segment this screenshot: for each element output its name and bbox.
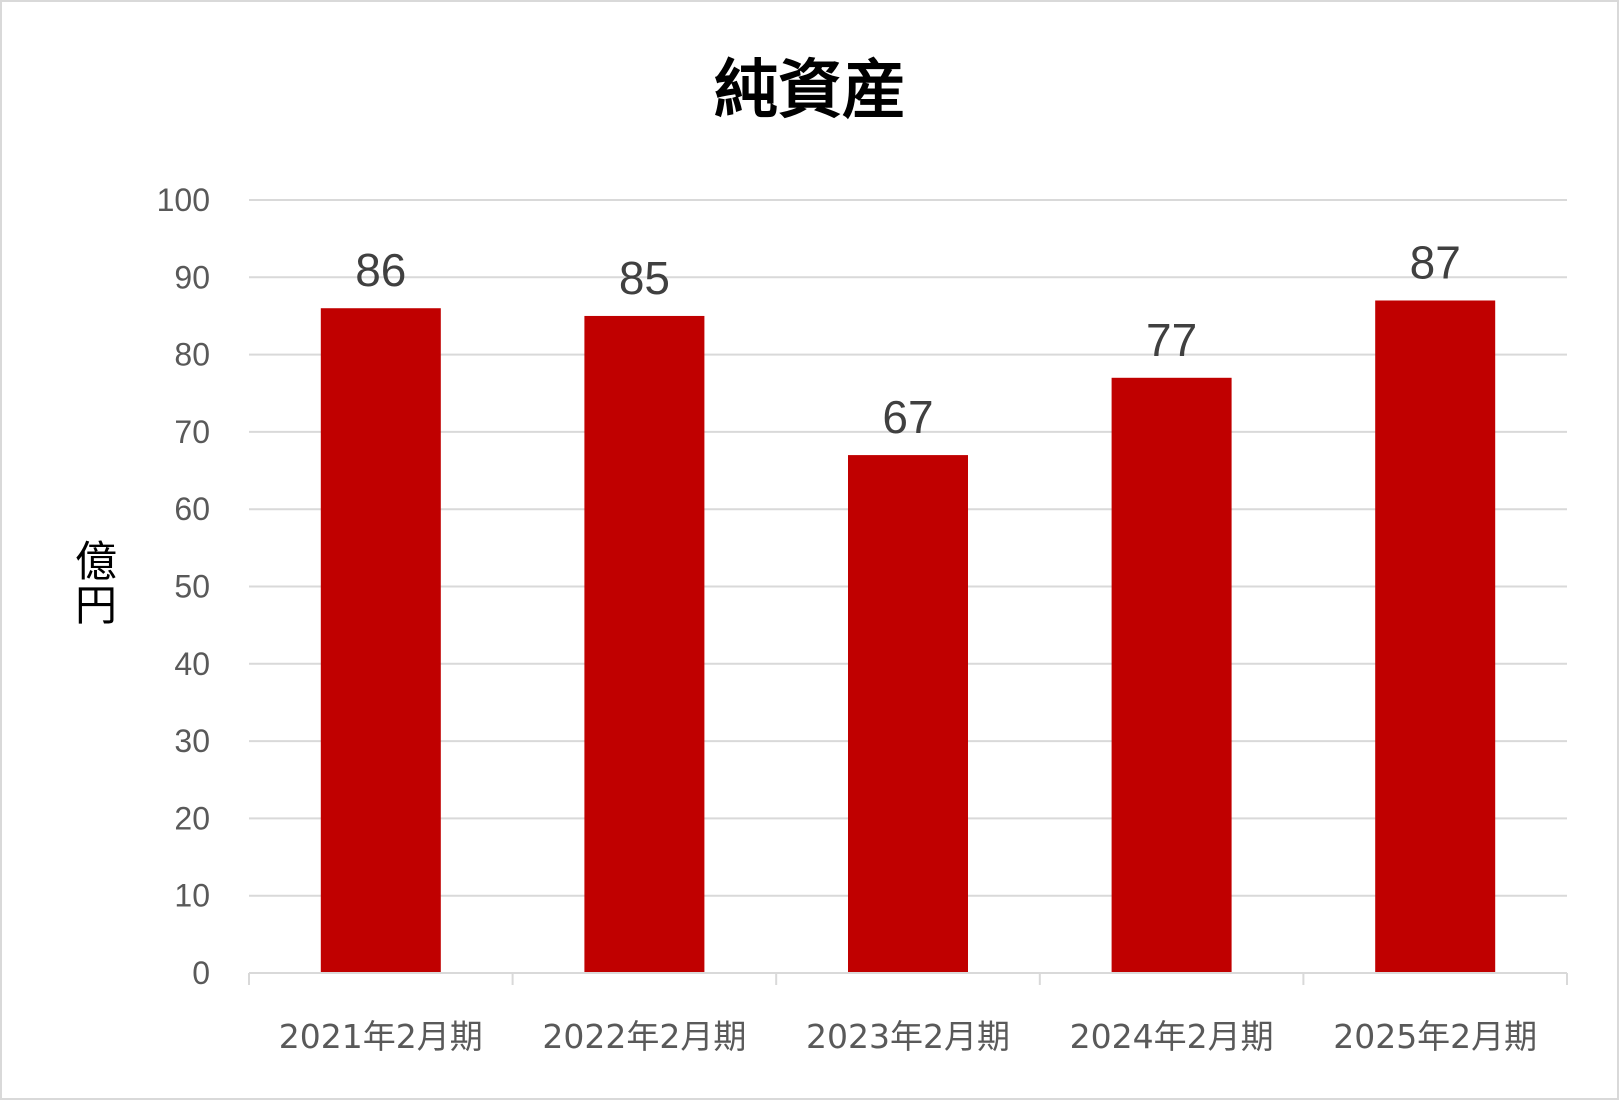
- y-tick-label: 50: [174, 569, 210, 605]
- gridlines: [249, 199, 1567, 897]
- y-tick-label: 100: [157, 182, 210, 218]
- bar: [1111, 377, 1232, 973]
- category-label: 2025年2月期: [1333, 1017, 1537, 1056]
- bar: [584, 315, 705, 973]
- data-label: 86: [355, 244, 406, 296]
- y-tick-label: 40: [174, 646, 210, 682]
- data-label: 85: [619, 252, 670, 304]
- category-label: 2022年2月期: [542, 1017, 746, 1056]
- bar: [320, 308, 441, 974]
- y-axis-label: 億円: [75, 537, 117, 630]
- data-label: 67: [882, 391, 933, 443]
- y-tick-label: 80: [174, 337, 210, 373]
- data-label: 77: [1146, 314, 1197, 366]
- chart-title: 純資産: [714, 54, 906, 128]
- y-tick-label: 60: [174, 491, 210, 527]
- bar: [1375, 300, 1496, 973]
- y-tick-labels: 0 10 20 30 40 50 60 70 80 90 100: [157, 182, 210, 991]
- data-label: 87: [1410, 236, 1461, 288]
- data-labels: 86 85 67 77 87: [355, 236, 1461, 443]
- y-tick-label: 20: [174, 800, 210, 836]
- x-axis: [248, 972, 1568, 985]
- bars: [320, 300, 1496, 974]
- category-label: 2024年2月期: [1070, 1017, 1274, 1056]
- category-label: 2021年2月期: [279, 1017, 483, 1056]
- category-labels: 2021年2月期 2022年2月期 2023年2月期 2024年2月期 2025年2月期: [279, 1017, 1537, 1056]
- y-tick-label: 90: [174, 259, 210, 295]
- y-tick-label: 30: [174, 723, 210, 759]
- y-tick-label: 10: [174, 878, 210, 914]
- y-tick-label: 0: [192, 955, 210, 991]
- bar: [848, 455, 968, 974]
- category-label: 2023年2月期: [806, 1017, 1010, 1056]
- y-tick-label: 70: [174, 414, 210, 450]
